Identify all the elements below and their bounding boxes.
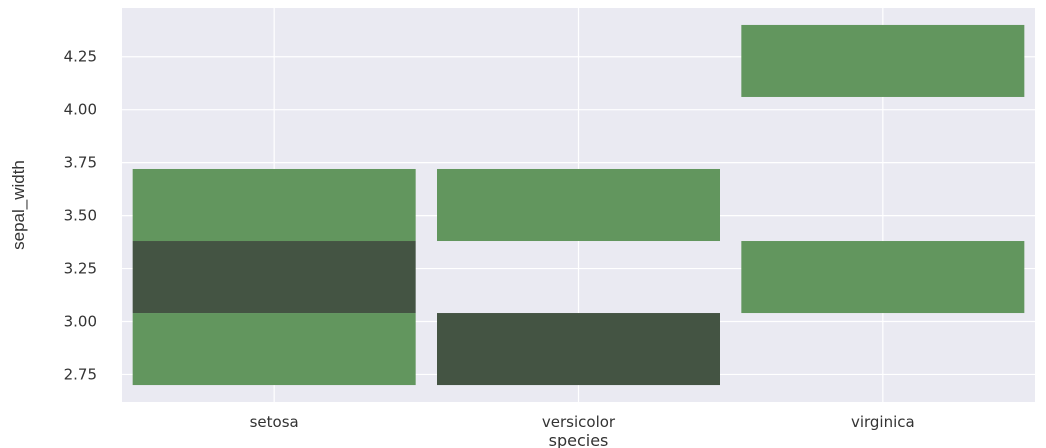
- y-tick-label: 3.75: [64, 154, 97, 172]
- x-tick-label: versicolor: [542, 413, 616, 431]
- y-tick-label: 2.75: [64, 365, 97, 383]
- y-axis-title: sepal_width: [9, 160, 28, 250]
- y-tick-label: 3.00: [64, 313, 97, 331]
- x-tick-label: setosa: [250, 413, 299, 431]
- x-axis-ticks: setosa versicolor virginica: [250, 413, 915, 431]
- y-tick-label: 4.00: [64, 101, 97, 119]
- histogram-bin-versicolor: [437, 168, 720, 242]
- histogram-bin-virginica: [741, 24, 1025, 97]
- y-axis-ticks: 2.75 3.00 3.25 3.50 3.75 4.00 4.25: [64, 48, 97, 384]
- histogram-bin-setosa: [132, 241, 416, 314]
- y-tick-label: 3.25: [64, 260, 97, 278]
- histogram-bins: [132, 24, 1025, 386]
- y-tick-label: 3.50: [64, 207, 97, 225]
- y-tick-label: 4.25: [64, 48, 97, 66]
- histogram-bin-virginica: [741, 241, 1025, 314]
- histogram-bin-setosa: [132, 168, 416, 242]
- x-axis-title: species: [549, 431, 609, 448]
- histogram-bin-versicolor: [437, 313, 720, 386]
- histogram-bin-setosa: [132, 313, 416, 386]
- x-tick-label: virginica: [851, 413, 915, 431]
